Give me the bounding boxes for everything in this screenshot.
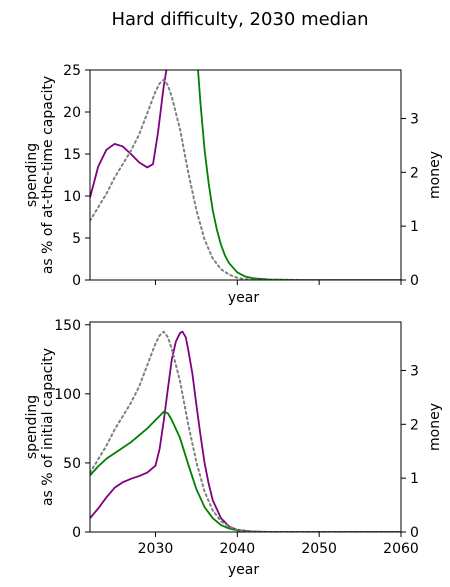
dotted-series-line <box>90 330 401 532</box>
x-tick-label: 2040 <box>219 541 255 557</box>
plot-frame <box>89 69 402 281</box>
series-group <box>90 330 401 532</box>
y2-axis-label: money <box>427 151 443 199</box>
purple-series-line <box>90 330 401 532</box>
x-axis-label: year <box>228 562 259 578</box>
y-tick-label: 0 <box>72 273 81 289</box>
x-tick-label: 2060 <box>383 541 419 557</box>
y-axis-label-line2: as % of at-the-time capacity <box>40 76 56 274</box>
y-tick-label: 25 <box>63 63 81 79</box>
y2-tick-label: 3 <box>410 363 419 379</box>
y-tick-label: 15 <box>63 147 81 163</box>
y-tick-label: 50 <box>63 456 81 472</box>
green-series-line <box>197 70 401 280</box>
plot-frame <box>89 321 402 533</box>
x-tick-label: 2050 <box>301 541 337 557</box>
x-tick-label: 2030 <box>138 541 174 557</box>
y2-tick-label: 2 <box>410 165 419 181</box>
y2-axis-label: money <box>427 403 443 451</box>
top-panel: 0 5 10 15 20 25 0 1 2 3 year spending as % of at-the… <box>24 63 443 306</box>
y-tick-label: 0 <box>72 525 81 541</box>
purple-series-line <box>90 70 168 198</box>
y-tick-label: 10 <box>63 189 81 205</box>
y-tick-label: 5 <box>72 231 81 247</box>
y2-tick-label: 0 <box>410 525 419 541</box>
series-group <box>90 70 401 280</box>
y2-tick-label: 3 <box>410 111 419 127</box>
dotted-series-line <box>90 78 401 280</box>
y-axis-label-line1: spending <box>24 143 40 207</box>
y-tick-label: 20 <box>63 105 81 121</box>
y2-tick-label: 2 <box>410 417 419 433</box>
y-axis-label-line1: spending <box>24 395 40 459</box>
y2-tick-label: 1 <box>410 471 419 487</box>
y-axis-label-line2: as % of initial capacity <box>40 348 56 506</box>
figure-suptitle: Hard difficulty, 2030 median <box>111 9 368 30</box>
y2-tick-label: 1 <box>410 219 419 235</box>
green-series-line <box>90 410 401 532</box>
y-tick-label: 150 <box>54 318 81 334</box>
x-axis-label: year <box>228 290 259 306</box>
y-tick-label: 100 <box>54 387 81 403</box>
y2-tick-label: 0 <box>410 273 419 289</box>
bottom-panel: 0 50 100 150 0 1 2 3 2030 2040 2050 2060 year spendin… <box>24 318 443 578</box>
